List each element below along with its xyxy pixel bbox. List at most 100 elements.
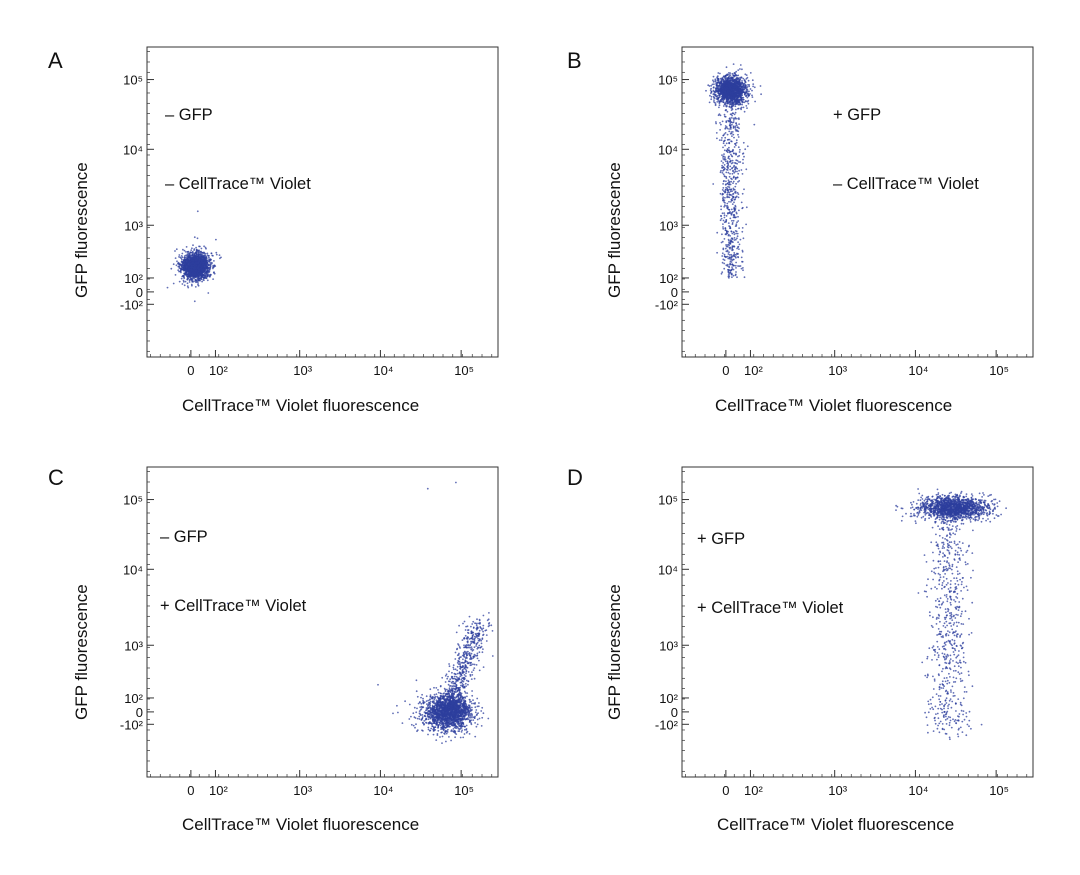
event-dot xyxy=(736,162,738,165)
event-dot xyxy=(723,82,726,85)
event-dot xyxy=(738,93,741,95)
event-dot xyxy=(735,256,737,259)
event-dot xyxy=(731,131,734,133)
event-dot xyxy=(744,85,746,88)
event-dot xyxy=(731,135,733,138)
event-dot xyxy=(725,215,728,217)
event-dot xyxy=(742,96,745,99)
event-dot xyxy=(723,149,726,152)
event-dot xyxy=(735,212,738,215)
event-dot xyxy=(715,95,718,98)
event-dot xyxy=(186,282,189,285)
x-tick-label: 10³ xyxy=(828,363,847,378)
event-dot xyxy=(710,84,713,87)
event-dot xyxy=(722,196,725,199)
event-dot xyxy=(723,90,726,93)
event-dot xyxy=(726,249,729,252)
event-dot xyxy=(733,233,736,236)
event-dot xyxy=(730,230,733,233)
event-dot xyxy=(733,152,735,155)
event-dot xyxy=(197,257,199,260)
event-dot xyxy=(726,160,729,163)
event-dot xyxy=(429,694,432,697)
y-tick-label: 10⁵ xyxy=(658,73,678,88)
event-dot xyxy=(206,259,209,262)
event-dot xyxy=(174,257,177,259)
event-dot xyxy=(724,196,726,199)
event-dot xyxy=(725,245,728,248)
event-dot xyxy=(730,253,733,256)
event-dot xyxy=(726,187,729,190)
event-dot xyxy=(729,242,732,245)
event-dot xyxy=(185,256,188,259)
event-dot xyxy=(212,278,215,280)
event-dot xyxy=(730,82,732,85)
event-dot xyxy=(206,263,209,265)
event-dot xyxy=(720,123,722,126)
event-dot xyxy=(720,87,722,90)
event-dot xyxy=(176,260,178,263)
legend: – GFP – CellTrace™ Violet xyxy=(165,58,311,242)
event-dot xyxy=(737,136,740,138)
event-dot xyxy=(749,88,752,90)
event-dot xyxy=(728,275,731,278)
event-dot xyxy=(728,130,731,133)
event-dot xyxy=(202,256,205,259)
event-dot xyxy=(181,275,184,278)
event-dot xyxy=(736,98,739,101)
event-dot xyxy=(183,261,186,264)
event-dot xyxy=(735,122,737,124)
event-dot xyxy=(732,86,734,89)
event-dot xyxy=(746,90,749,93)
event-dot xyxy=(716,137,718,140)
event-dot xyxy=(198,249,201,252)
event-dot xyxy=(733,188,736,191)
event-dot xyxy=(739,78,742,80)
event-dot xyxy=(742,267,744,269)
event-dot xyxy=(185,246,188,248)
event-dot xyxy=(744,83,747,86)
event-dot xyxy=(753,86,756,89)
event-dot xyxy=(733,98,735,100)
event-dot xyxy=(732,196,735,199)
event-dot xyxy=(745,74,748,76)
event-dot xyxy=(738,248,740,251)
event-dot xyxy=(730,258,732,261)
event-dot xyxy=(734,204,737,207)
event-dot xyxy=(727,257,730,260)
event-dot xyxy=(193,263,196,266)
event-dot xyxy=(725,66,728,69)
event-dot xyxy=(727,89,729,92)
event-dot xyxy=(730,131,733,133)
event-dot xyxy=(714,103,717,105)
plot-frame xyxy=(146,46,499,358)
event-dot xyxy=(724,227,727,230)
event-dot xyxy=(746,96,749,99)
event-dot xyxy=(719,92,722,95)
event-dot xyxy=(717,72,720,74)
event-dot xyxy=(195,255,198,257)
event-dot xyxy=(204,274,207,277)
event-dot xyxy=(720,272,723,275)
event-dot xyxy=(730,201,732,203)
event-dot xyxy=(720,208,722,211)
event-dot xyxy=(723,262,726,265)
event-dot xyxy=(734,225,737,228)
event-dot xyxy=(189,254,192,257)
event-dot xyxy=(728,200,730,203)
event-dot xyxy=(181,264,184,266)
event-dot xyxy=(729,79,731,81)
event-dot xyxy=(723,267,726,270)
event-dot xyxy=(727,271,730,273)
event-dot xyxy=(476,705,479,708)
x-tick-label: 10⁴ xyxy=(373,783,393,798)
event-dot xyxy=(720,217,723,220)
event-dot xyxy=(741,85,744,88)
event-dot xyxy=(196,271,199,274)
event-dot xyxy=(728,193,731,196)
event-dot xyxy=(735,108,737,111)
event-dot xyxy=(194,286,197,288)
event-dot xyxy=(739,68,741,70)
event-dot xyxy=(733,171,736,174)
